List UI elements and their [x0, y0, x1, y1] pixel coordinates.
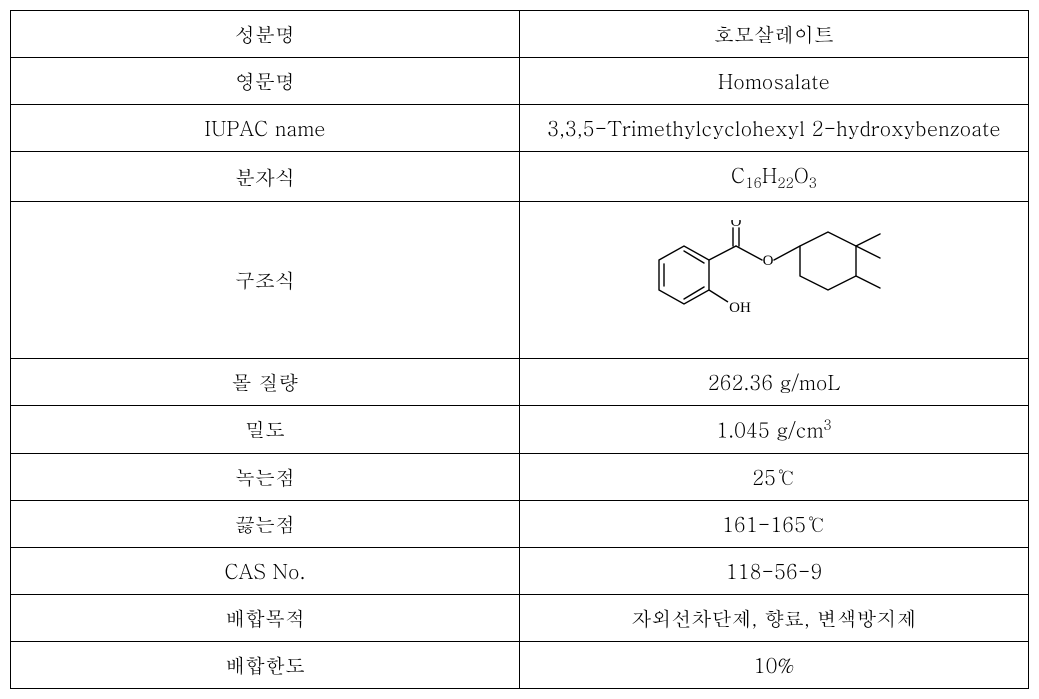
table-row: 밀도 1.045 g/cm3	[11, 406, 1029, 454]
cell-value: 161-165℃	[520, 500, 1029, 547]
cell-label: 배합한도	[11, 641, 520, 688]
table-row: 몰 질량 262.36 g/moL	[11, 359, 1029, 406]
table-row: 구조식	[11, 202, 1029, 359]
cell-value: 25℃	[520, 453, 1029, 500]
cell-label: 녹는점	[11, 453, 520, 500]
label-carbonyl-O: O	[731, 220, 742, 230]
table-row: 녹는점 25℃	[11, 453, 1029, 500]
cell-label: 분자식	[11, 152, 520, 202]
table-row: CAS No. 118-56-9	[11, 547, 1029, 594]
cell-label: 몰 질량	[11, 359, 520, 406]
cell-value: 118-56-9	[520, 547, 1029, 594]
cell-value: 자외선차단제, 향료, 변색방지제	[520, 594, 1029, 641]
table-row: IUPAC name 3,3,5-Trimethylcyclohexyl 2-h…	[11, 105, 1029, 152]
cell-value: Homosalate	[520, 58, 1029, 105]
cell-value: 호모살레이트	[520, 11, 1029, 58]
cell-label: IUPAC name	[11, 105, 520, 152]
cell-label: 영문명	[11, 58, 520, 105]
cell-value: 3,3,5-Trimethylcyclohexyl 2-hydroxybenzo…	[520, 105, 1029, 152]
cell-value: 262.36 g/moL	[520, 359, 1029, 406]
cell-label: 밀도	[11, 406, 520, 454]
label-ester-O: O	[763, 253, 774, 269]
cell-label: 성분명	[11, 11, 520, 58]
table-row: 배합한도 10%	[11, 641, 1029, 688]
cell-label: CAS No.	[11, 547, 520, 594]
cell-label: 배합목적	[11, 594, 520, 641]
table-row: 분자식 C16H22O3	[11, 152, 1029, 202]
cell-label: 구조식	[11, 202, 520, 359]
cell-label: 끓는점	[11, 500, 520, 547]
label-OH: OH	[729, 300, 751, 316]
table-row: 끓는점 161-165℃	[11, 500, 1029, 547]
cell-structure: O O OH	[520, 202, 1029, 359]
properties-table: 성분명 호모살레이트 영문명 Homosalate IUPAC name 3,3…	[10, 10, 1029, 689]
table-row: 성분명 호모살레이트	[11, 11, 1029, 58]
cell-value: 10%	[520, 641, 1029, 688]
table-row: 배합목적 자외선차단제, 향료, 변색방지제	[11, 594, 1029, 641]
table-row: 영문명 Homosalate	[11, 58, 1029, 105]
chemical-structure-diagram: O O OH	[604, 220, 944, 340]
cell-value-formula: C16H22O3	[520, 152, 1029, 202]
cell-value-density: 1.045 g/cm3	[520, 406, 1029, 454]
